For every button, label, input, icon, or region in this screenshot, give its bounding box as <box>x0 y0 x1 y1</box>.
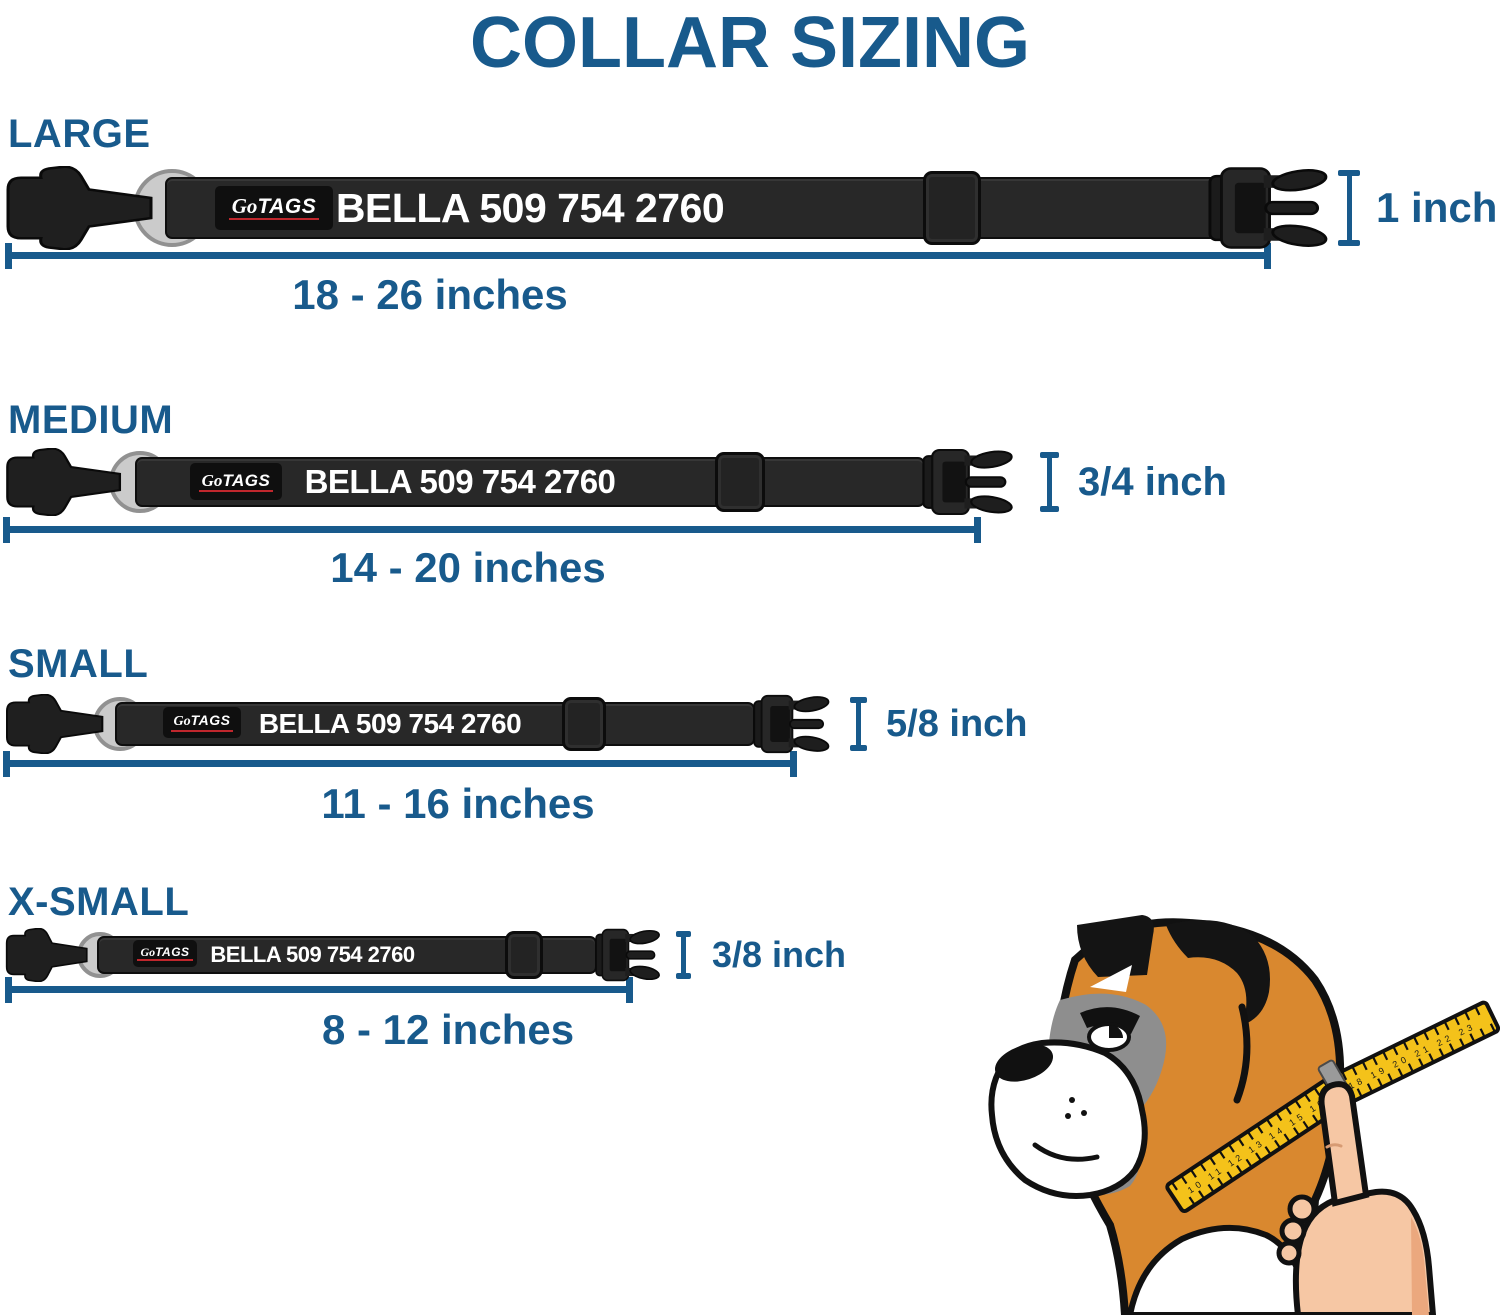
dog-ear-left <box>1077 915 1154 977</box>
dog-muzzle <box>988 1039 1148 1199</box>
tri-glide-slider <box>505 931 543 979</box>
length-label: 14 - 20 inches <box>330 544 606 591</box>
gotags-logo-patch: GoTAGS <box>163 707 241 738</box>
collar-name-text: BELLA 509 754 2760 <box>258 708 522 739</box>
index-finger <box>1318 1081 1370 1207</box>
tri-glide-slider <box>562 697 606 751</box>
collar-large: GoTAGS BELLA 509 754 2760 <box>5 166 1333 250</box>
gotags-logo: GoTAGS <box>198 472 274 492</box>
page-title: COLLAR SIZING <box>470 3 1030 83</box>
width-indicator <box>850 697 867 751</box>
size-label-large: LARGE <box>8 112 151 156</box>
size-label-medium: MEDIUM <box>8 398 174 442</box>
collar-xsmall: GoTAGS BELLA 509 754 2760 <box>5 928 663 982</box>
width-label: 3/4 inch <box>1078 459 1227 504</box>
gotags-logo: GoTAGS <box>228 196 320 220</box>
size-label-small: SMALL <box>8 642 149 686</box>
buckle-male-icon <box>753 694 830 754</box>
buckle-female-icon <box>6 694 104 754</box>
buckle-female-icon <box>5 928 88 982</box>
tri-glide-slider <box>715 452 765 512</box>
width-label: 1 inch <box>1376 184 1498 231</box>
size-label-xsmall: X-SMALL <box>8 880 190 924</box>
width-label: 3/8 inch <box>712 934 847 975</box>
collar-name-text: BELLA 509 754 2760 <box>210 942 415 967</box>
dog-eye <box>1080 1007 1140 1052</box>
collar-name-text: BELLA 509 754 2760 <box>335 185 725 231</box>
collar-small: GoTAGS BELLA 509 754 2760 <box>5 694 833 754</box>
hand <box>1276 1081 1437 1315</box>
collar-name-text: BELLA 509 754 2760 <box>304 463 616 500</box>
gotags-logo-patch: GoTAGS <box>133 940 197 967</box>
length-line <box>5 977 633 1003</box>
length-line <box>5 243 1271 269</box>
buckle-male-icon <box>1208 167 1328 249</box>
buckle-female-icon <box>6 448 122 516</box>
gotags-logo: GoTAGS <box>137 946 193 961</box>
length-label: 11 - 16 inches <box>321 780 595 827</box>
buckle-male-icon <box>922 449 1013 515</box>
collar-band <box>165 177 1217 239</box>
tape-numbers-upper: 18 19 20 21 22 23 <box>1347 1021 1478 1092</box>
length-line <box>3 517 981 543</box>
gotags-logo-patch: GoTAGS <box>215 186 333 230</box>
gotags-logo-patch: GoTAGS <box>190 463 282 500</box>
collar-medium: GoTAGS BELLA 509 754 2760 <box>5 448 1017 516</box>
dog-measuring-illustration: 10 11 12 13 14 15 16 18 19 20 21 22 23 <box>988 915 1500 1315</box>
width-label: 5/8 inch <box>886 702 1028 745</box>
dog-head <box>988 915 1345 1315</box>
width-indicator <box>676 931 691 979</box>
width-indicator <box>1338 170 1360 246</box>
length-label: 8 - 12 inches <box>321 1006 575 1053</box>
gotags-logo: GoTAGS <box>170 713 234 732</box>
buckle-female-icon <box>6 166 153 250</box>
length-line <box>3 751 797 777</box>
width-indicator <box>1040 452 1059 512</box>
buckle-male-icon <box>595 928 660 982</box>
length-label: 18 - 26 inches <box>292 271 568 318</box>
dog-ear-right <box>1166 920 1270 1025</box>
dog-nose <box>994 1044 1054 1082</box>
tri-glide-slider <box>923 171 981 245</box>
